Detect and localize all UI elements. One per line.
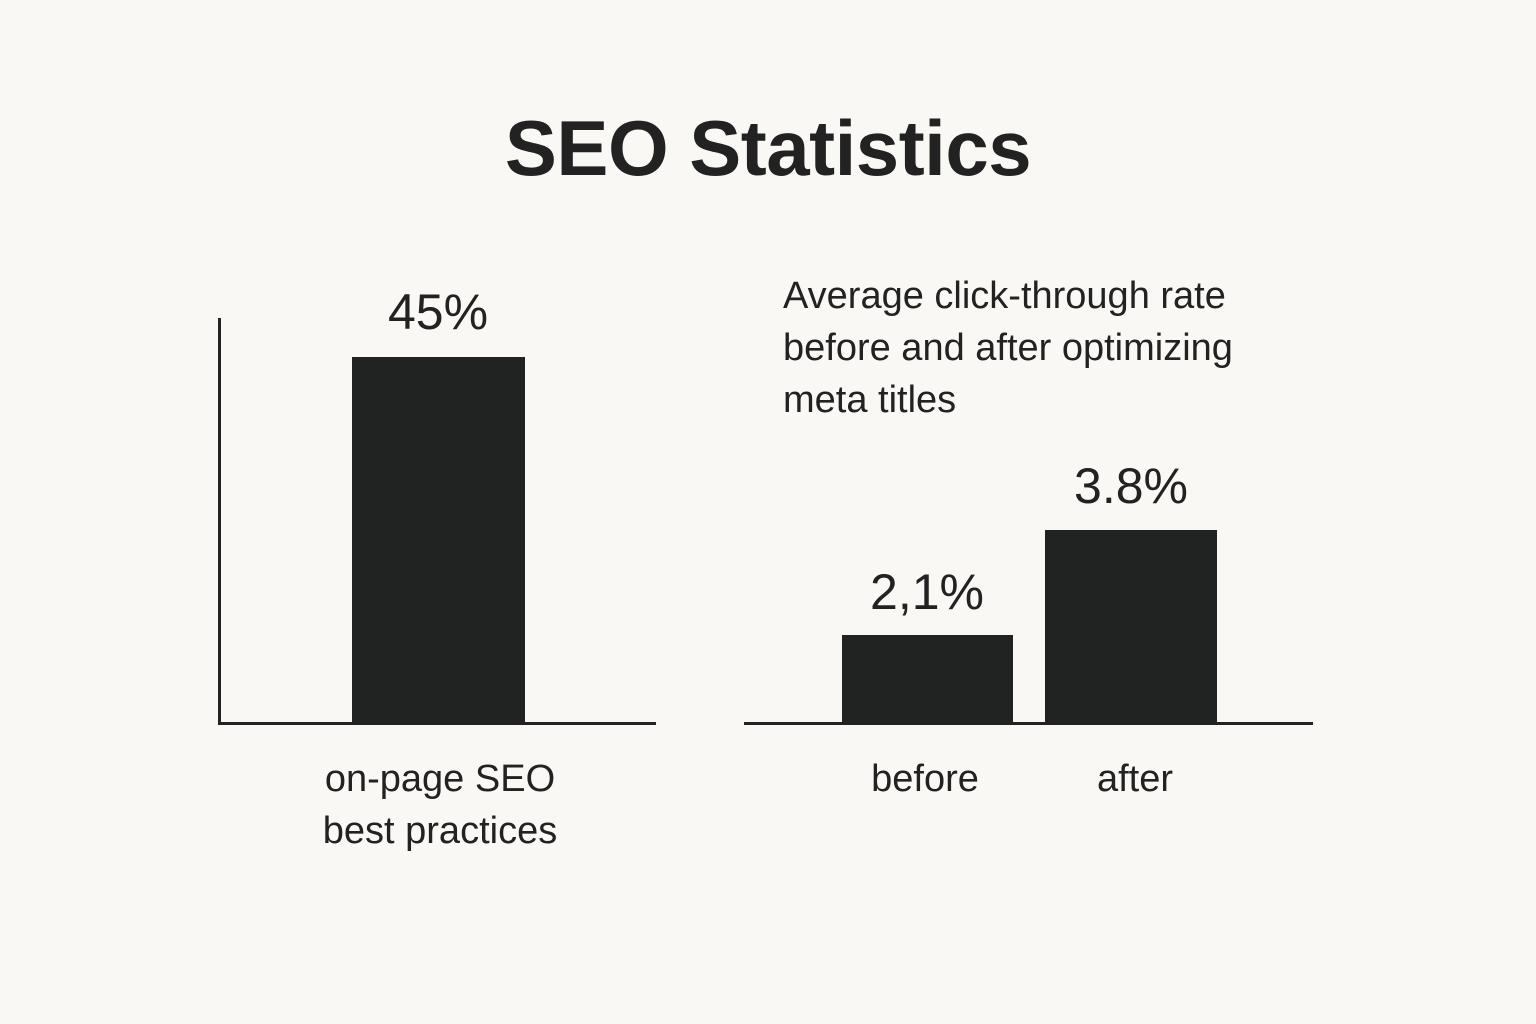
value-label-after: 3.8% [1074, 458, 1188, 514]
category-label-before: before [871, 758, 979, 800]
subtitle-line-1: Average click-through rate [783, 275, 1226, 317]
bar-on-page-seo [352, 357, 525, 723]
bar-after [1045, 530, 1217, 723]
chart-title: SEO Statistics [504, 104, 1032, 192]
value-label-before: 2,1% [870, 564, 984, 620]
right-chart-subtitle: Average click-through rate before and af… [783, 270, 1343, 426]
subtitle-line-3: meta titles [783, 379, 957, 421]
category-label-on-page-seo: on-page SEO best practices [240, 753, 640, 857]
value-label-on-page-seo: 45% [387, 284, 489, 340]
category-label-line-2: best practices [322, 810, 558, 852]
category-label-line-1: on-page SEO [324, 758, 556, 800]
right-x-axis [744, 722, 1313, 725]
bar-before [842, 635, 1013, 723]
category-label-after: after [1096, 758, 1174, 800]
subtitle-line-2: before and after optimizing [783, 327, 1233, 369]
left-y-axis [218, 318, 221, 725]
left-x-axis [218, 722, 656, 725]
